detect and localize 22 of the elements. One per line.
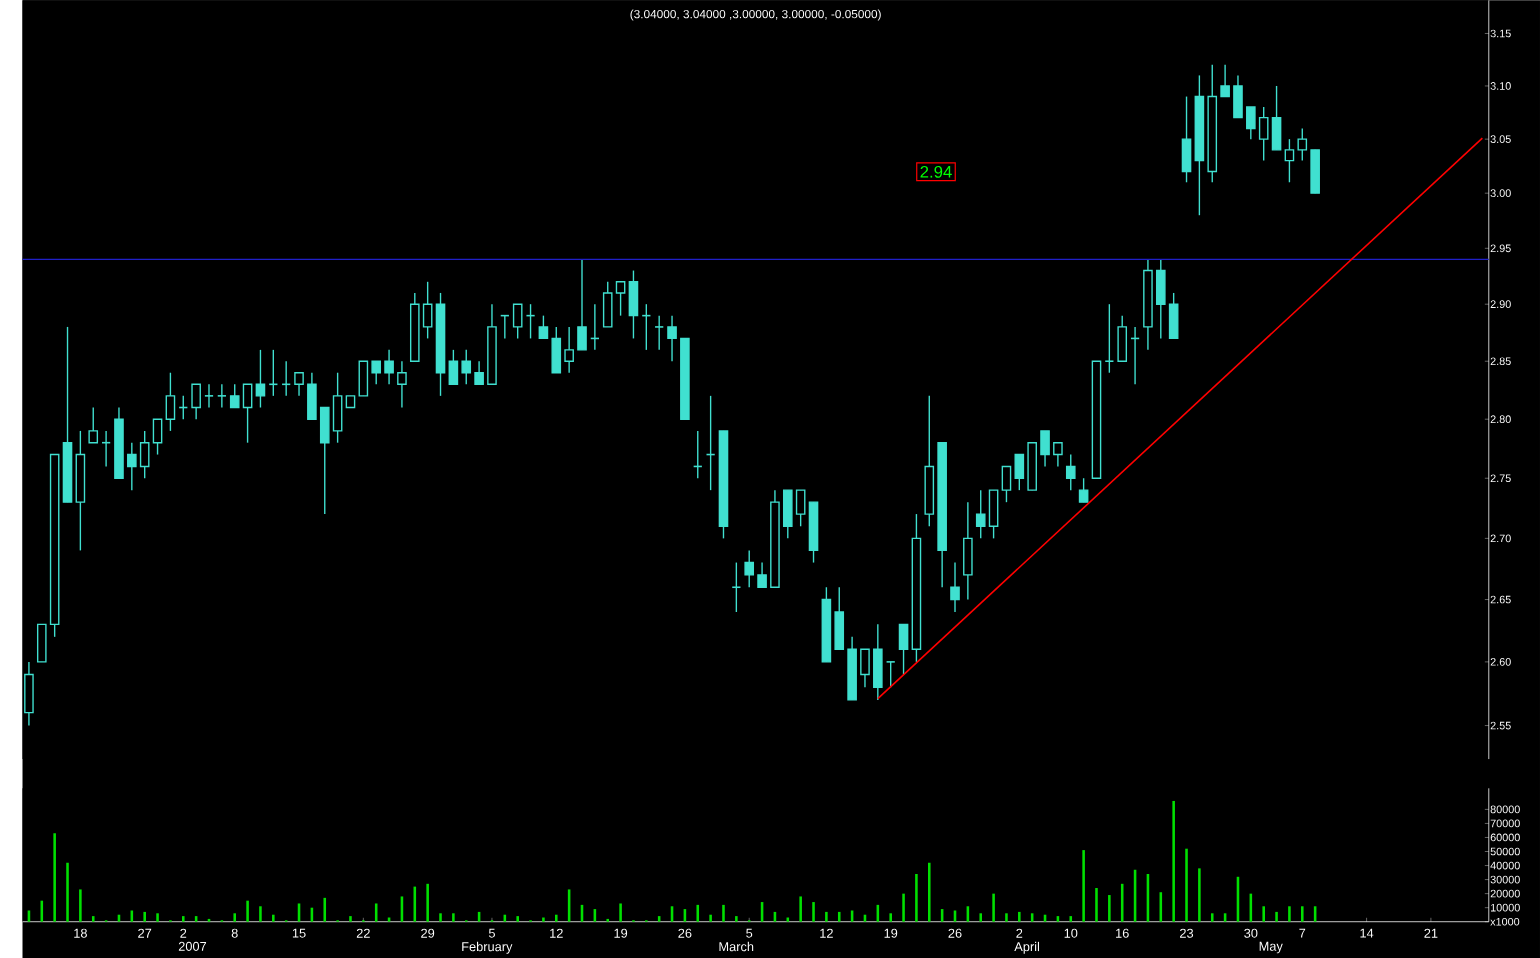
candlestick (1001, 465, 1012, 503)
annotation: 2.94 (920, 165, 952, 178)
candlestick (1117, 314, 1128, 362)
candlestick (1104, 303, 1115, 374)
candlestick (165, 371, 176, 432)
candlestick (628, 269, 639, 340)
candlestick (88, 406, 99, 444)
candlestick (152, 418, 163, 456)
candlestick (898, 623, 909, 676)
candlestick (204, 383, 214, 409)
candlestick (1181, 95, 1192, 183)
candlestick (1065, 453, 1076, 491)
candlestick (654, 314, 665, 351)
candlestick (216, 383, 227, 409)
candlestick (963, 501, 973, 601)
candlestick (950, 561, 960, 613)
candlestick (731, 561, 742, 613)
candlestick (1078, 477, 1089, 503)
candlestick (191, 383, 201, 420)
candlestick (885, 660, 896, 688)
candlestick (75, 430, 86, 552)
candlestick (255, 349, 266, 409)
